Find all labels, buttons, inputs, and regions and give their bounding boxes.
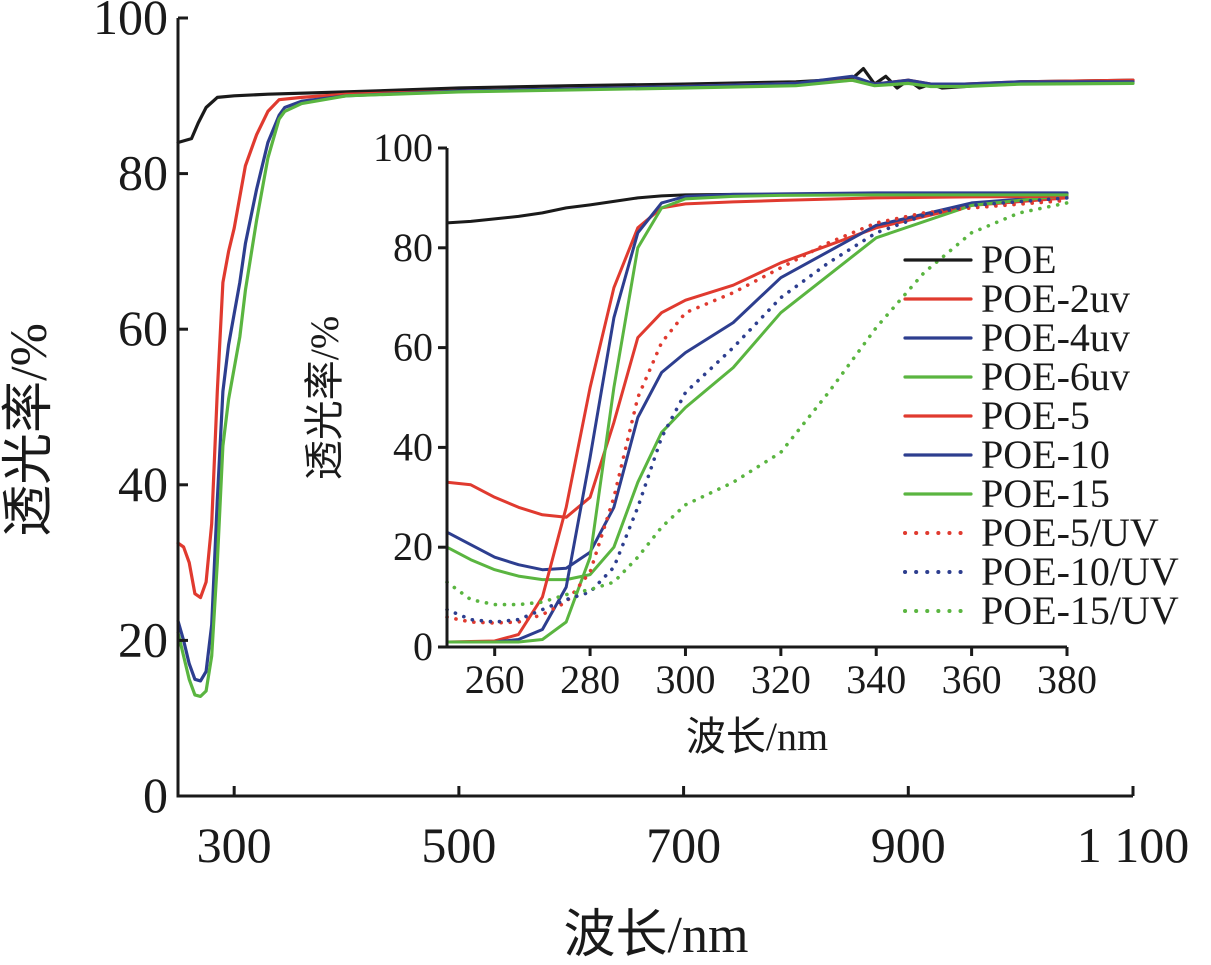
legend-item-poe-5: POE-5 bbox=[903, 393, 1090, 438]
inset-series-group bbox=[445, 191, 1069, 644]
inset-x-tick-label: 280 bbox=[560, 657, 620, 702]
inset-series-poe-4uv bbox=[445, 193, 1069, 572]
inset-series-poe-5 bbox=[445, 194, 1069, 644]
inset-series-poe-6uv bbox=[445, 193, 1069, 582]
inset-y-tick-label: 20 bbox=[393, 524, 433, 569]
legend-label: POE-10 bbox=[981, 432, 1110, 477]
inset-x-tick-label: 380 bbox=[1037, 657, 1097, 702]
legend-item-poe-15: POE-15 bbox=[903, 471, 1110, 516]
legend-label: POE-4uv bbox=[981, 315, 1130, 360]
legend-item-poe-10-uv: POE-10/UV bbox=[903, 549, 1179, 594]
legend-label: POE-15/UV bbox=[981, 588, 1179, 633]
main-x-tick-label: 900 bbox=[871, 817, 946, 873]
legend-item-poe-10: POE-10 bbox=[903, 432, 1110, 477]
legend-item-poe-2uv: POE-2uv bbox=[903, 276, 1130, 321]
main-series-poe-4uv bbox=[176, 74, 1135, 683]
inset-x-tick-label: 300 bbox=[655, 657, 715, 702]
inset-x-tick-label: 260 bbox=[465, 657, 525, 702]
legend-item-poe-4uv: POE-4uv bbox=[903, 315, 1130, 360]
legend-item-poe: POE bbox=[903, 237, 1057, 282]
inset-series-poe-2uv bbox=[445, 196, 1069, 519]
main-ticks: 300 500 700 900 1 100 0 20 40 60 80 100 bbox=[93, 0, 1189, 873]
inset-series-poe-15 bbox=[445, 193, 1069, 644]
main-y-tick-label: 20 bbox=[118, 611, 168, 667]
legend-label: POE-5 bbox=[981, 393, 1090, 438]
inset-series-poe-5-uv bbox=[445, 198, 1069, 625]
inset-y-tick-label: 60 bbox=[393, 325, 433, 370]
inset-y-tick-label: 80 bbox=[393, 225, 433, 270]
main-x-tick-label: 1 100 bbox=[1077, 817, 1190, 873]
inset-series-poe-10-uv bbox=[445, 196, 1069, 624]
inset-y-tick-label: 100 bbox=[373, 125, 433, 170]
main-series-group bbox=[176, 67, 1135, 698]
main-y-tick-label: 40 bbox=[118, 456, 168, 512]
inset-y-axis-label: 透光率/% bbox=[302, 316, 347, 480]
inset-x-tick-label: 320 bbox=[751, 657, 811, 702]
legend-label: POE-15 bbox=[981, 471, 1110, 516]
legend-label: POE-2uv bbox=[981, 276, 1130, 321]
main-plot: 300 500 700 900 1 100 0 20 40 60 80 100 波长/nm 透光率/… bbox=[1, 0, 1189, 964]
main-series-poe bbox=[176, 67, 1135, 145]
main-series-poe-6uv bbox=[176, 78, 1135, 698]
legend-label: POE-10/UV bbox=[981, 549, 1179, 594]
legend-label: POE-6uv bbox=[981, 354, 1130, 399]
main-y-tick-label: 100 bbox=[93, 0, 168, 45]
inset-series-poe-15-uv bbox=[445, 201, 1069, 607]
main-y-axis-label: 透光率/% bbox=[1, 323, 58, 537]
main-x-tick-label: 300 bbox=[197, 817, 272, 873]
inset-axes bbox=[445, 148, 1067, 649]
inset-y-tick-label: 0 bbox=[413, 624, 433, 669]
legend-item-poe-15-uv: POE-15/UV bbox=[903, 588, 1179, 633]
inset-x-tick-label: 360 bbox=[942, 657, 1002, 702]
main-y-tick-label: 60 bbox=[118, 300, 168, 356]
legend-item-poe-6uv: POE-6uv bbox=[903, 354, 1130, 399]
legend-label: POE bbox=[981, 237, 1057, 282]
main-x-axis-label: 波长/nm bbox=[564, 907, 749, 960]
inset-ticks: 260 280 300 320 340 360 380 0 20 40 60 80 100 bbox=[373, 125, 1097, 702]
main-x-tick-label: 700 bbox=[646, 817, 721, 873]
main-x-tick-label: 500 bbox=[421, 817, 496, 873]
inset-x-axis-label: 波长/nm bbox=[686, 714, 828, 759]
inset-y-tick-label: 40 bbox=[393, 424, 433, 469]
inset-series-poe-10 bbox=[445, 191, 1069, 644]
main-y-tick-label: 80 bbox=[118, 145, 168, 201]
main-y-tick-label: 0 bbox=[143, 767, 168, 823]
legend-label: POE-5/UV bbox=[981, 510, 1159, 555]
legend-item-poe-5-uv: POE-5/UV bbox=[903, 510, 1159, 555]
legend: POEPOE-2uvPOE-4uvPOE-6uvPOE-5POE-10POE-1… bbox=[903, 237, 1179, 633]
inset-x-tick-label: 340 bbox=[846, 657, 906, 702]
